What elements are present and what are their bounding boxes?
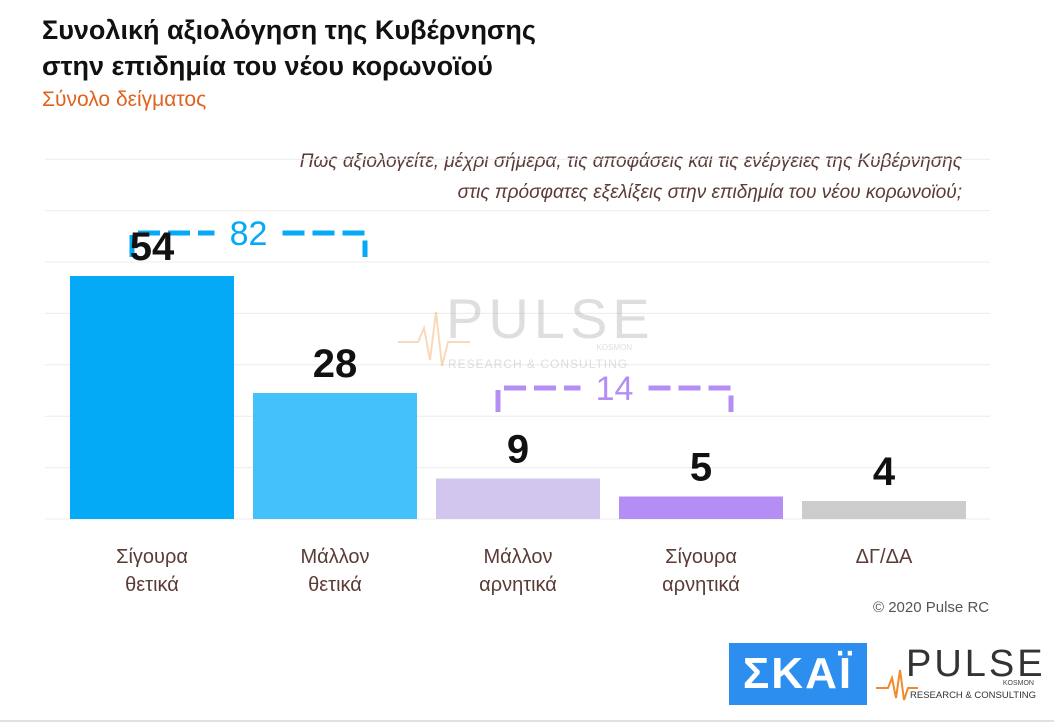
chart-subtitle: Σύνολο δείγματος xyxy=(42,88,207,111)
category-label-1: θετικά xyxy=(125,574,179,596)
bracket-total-label: 82 xyxy=(230,215,268,253)
bracket-right-line xyxy=(282,230,368,257)
question-line-2: στις πρόσφατες εξελίξεις στην επιδημία τ… xyxy=(457,182,962,203)
pulse-logo: PULSE KOSMON RESEARCH & CONSULTING xyxy=(876,643,1044,701)
title-line-1: Συνολική αξιολόγηση της Κυβέρνησης xyxy=(42,15,536,45)
labels-group: 54Σίγουραθετικά28Μάλλονθετικά9Μάλλοναρνη… xyxy=(116,225,913,596)
category-label-4: αρνητικά xyxy=(662,574,740,596)
bar-3 xyxy=(436,478,600,519)
chart-title: Συνολική αξιολόγηση της Κυβέρνησης στην … xyxy=(42,12,536,84)
category-label-4: Σίγουρα xyxy=(665,546,737,568)
watermark-tagline: RESEARCH & CONSULTING xyxy=(448,357,628,371)
data-label-1: 54 xyxy=(130,225,175,269)
pulse-watermark: PULSE KOSMON RESEARCH & CONSULTING xyxy=(398,287,655,371)
bracket-left-line xyxy=(495,385,581,412)
title-line-2: στην επιδημία του νέου κορωνοϊού xyxy=(42,51,493,81)
bracket-total-label: 14 xyxy=(596,370,634,408)
pulse-logo-tagline: RESEARCH & CONSULTING xyxy=(910,690,1036,701)
pulse-logo-wave-icon xyxy=(876,669,918,701)
category-label-1: Σίγουρα xyxy=(116,546,188,568)
copyright-text: © 2020 Pulse RC xyxy=(873,599,990,616)
skai-logo: ΣΚΑΪ xyxy=(729,643,867,705)
data-label-3: 9 xyxy=(507,428,529,472)
watermark-text: PULSE xyxy=(446,287,655,350)
bar-1 xyxy=(70,276,234,519)
bracket-14: 14 xyxy=(495,370,734,412)
bottom-divider xyxy=(0,720,1054,722)
category-label-2: θετικά xyxy=(308,574,362,596)
data-label-5: 4 xyxy=(873,450,896,494)
pulse-logo-small: KOSMON xyxy=(1003,680,1034,687)
pulse-wave-icon xyxy=(398,311,470,367)
bracket-left-line xyxy=(129,230,215,257)
category-label-5: ΔΓ/ΔΑ xyxy=(856,546,913,568)
bar-5 xyxy=(802,501,966,519)
survey-question: Πως αξιολογείτε, μέχρι σήμερα, τις αποφά… xyxy=(102,146,962,208)
bars-group xyxy=(70,276,966,519)
data-label-2: 28 xyxy=(313,342,358,386)
category-label-3: αρνητικά xyxy=(479,574,557,596)
bracket-right-line xyxy=(648,385,734,412)
watermark-small: KOSMON xyxy=(596,343,632,352)
data-label-4: 5 xyxy=(690,446,712,490)
brackets-group: 82 14 xyxy=(129,215,734,412)
category-label-3: Μάλλον xyxy=(483,546,552,568)
bar-4 xyxy=(619,496,783,519)
bar-2 xyxy=(253,393,417,519)
question-line-1: Πως αξιολογείτε, μέχρι σήμερα, τις αποφά… xyxy=(299,151,962,172)
pulse-logo-text: PULSE xyxy=(906,643,1044,685)
category-label-2: Μάλλον xyxy=(300,546,369,568)
bracket-82: 82 xyxy=(129,215,368,257)
